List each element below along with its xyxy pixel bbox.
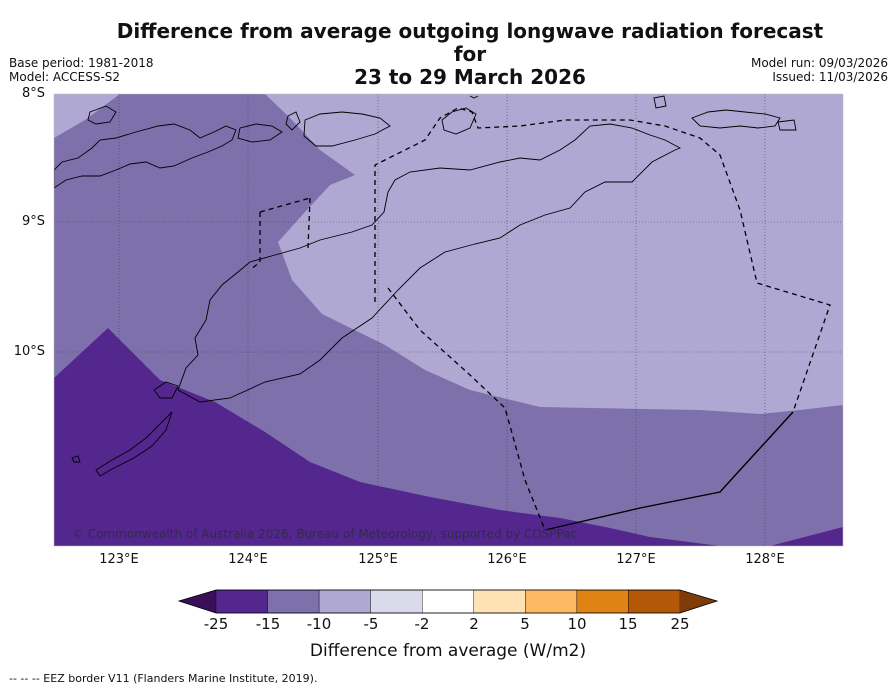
colorbar-cell — [215, 589, 268, 614]
solor-islands-coastline — [237, 123, 283, 143]
eez-legend-note: -- -- -- EEZ border V11 (Flanders Marine… — [9, 672, 318, 685]
eez-border-solid-segment — [544, 411, 794, 531]
colorbar-title: Difference from average (W/m2) — [309, 641, 587, 661]
ndao-coastline — [71, 455, 81, 463]
lembata-coastline — [87, 105, 117, 125]
eez-border-south — [387, 287, 546, 531]
colorbar-cell — [628, 589, 681, 614]
flores-coastline — [54, 123, 237, 189]
leti-islands-coastline — [691, 109, 781, 129]
colorbar-cell — [267, 589, 320, 614]
title-line-1: Difference from average outgoing longwav… — [116, 19, 824, 66]
lat-label-9s: 9°S — [21, 214, 45, 229]
lon-label-126e: 126°E — [487, 552, 527, 567]
lon-label-128e: 128°E — [745, 552, 785, 567]
coastlines — [54, 95, 797, 477]
base-period: Base period: 1981-2018 — [9, 56, 154, 70]
colorbar-label: -5 — [363, 615, 379, 633]
rote-coastline — [95, 411, 173, 477]
colorbar-label: -2 — [414, 615, 430, 633]
copyright-notice: © Commonwealth of Australia 2026, Bureau… — [72, 527, 577, 541]
colorbar-cells — [215, 589, 681, 614]
graticule — [54, 94, 843, 546]
eez-border-oecusse — [249, 197, 311, 271]
anomaly-band-minus-10-north — [250, 94, 843, 414]
colorbar — [177, 589, 719, 614]
base-info: Base period: 1981-2018 Model: ACCESS-S2 — [9, 56, 154, 84]
colorbar-label: -25 — [203, 615, 229, 633]
semau-coastline — [153, 381, 179, 399]
colorbar-cell — [370, 589, 423, 614]
eez-borders — [249, 107, 831, 531]
eez-border-north — [374, 107, 831, 413]
lon-label-123e: 123°E — [99, 552, 139, 567]
colorbar-label: 15 — [618, 615, 638, 633]
wetar-coastline — [441, 107, 477, 135]
map-panel: © Commonwealth of Australia 2026, Bureau… — [54, 94, 843, 546]
run-info: Model run: 09/03/2026 Issued: 11/03/2026 — [751, 56, 888, 84]
moa-coastline — [777, 119, 797, 131]
colorbar-cell — [525, 589, 578, 614]
map-frame — [53, 93, 844, 547]
title-line-2: 23 to 29 March 2026 — [354, 65, 586, 89]
timor-coastline — [177, 123, 682, 403]
colorbar-cell — [318, 589, 371, 614]
atauro-coastline — [469, 95, 479, 99]
colorbar-extend-low — [179, 590, 216, 613]
alor-island-coastline — [303, 111, 391, 147]
colorbar-extend-high — [680, 590, 717, 613]
lon-label-125e: 125°E — [358, 552, 398, 567]
lon-label-124e: 124°E — [228, 552, 268, 567]
lat-label-10s: 10°S — [13, 344, 45, 359]
colorbar-label: 10 — [567, 615, 587, 633]
colorbar-label: 2 — [469, 615, 479, 633]
colorbar-outline — [177, 589, 719, 614]
issued-date: Issued: 11/03/2026 — [772, 70, 888, 84]
model-name: Model: ACCESS-S2 — [9, 70, 121, 84]
colorbar-label: 5 — [520, 615, 530, 633]
lat-label-8s: 8°S — [21, 86, 45, 101]
colorbar-label: -15 — [255, 615, 281, 633]
anomaly-band-minus-25-east — [770, 527, 843, 546]
anomaly-band-minus-10-west — [54, 94, 120, 138]
model-run: Model run: 09/03/2026 — [750, 56, 888, 70]
colorbar-label: 25 — [670, 615, 690, 633]
colorbar-cell — [473, 589, 526, 614]
kisar-coastline — [653, 95, 667, 109]
lon-label-127e: 127°E — [616, 552, 656, 567]
colorbar-label: -10 — [306, 615, 332, 633]
colorbar-cell — [576, 589, 629, 614]
map-title: Difference from average outgoing longwav… — [100, 20, 840, 89]
colorbar-cell — [422, 589, 474, 614]
anomaly-band-minus-25 — [54, 328, 720, 546]
pantar-island-coastline — [285, 111, 301, 131]
